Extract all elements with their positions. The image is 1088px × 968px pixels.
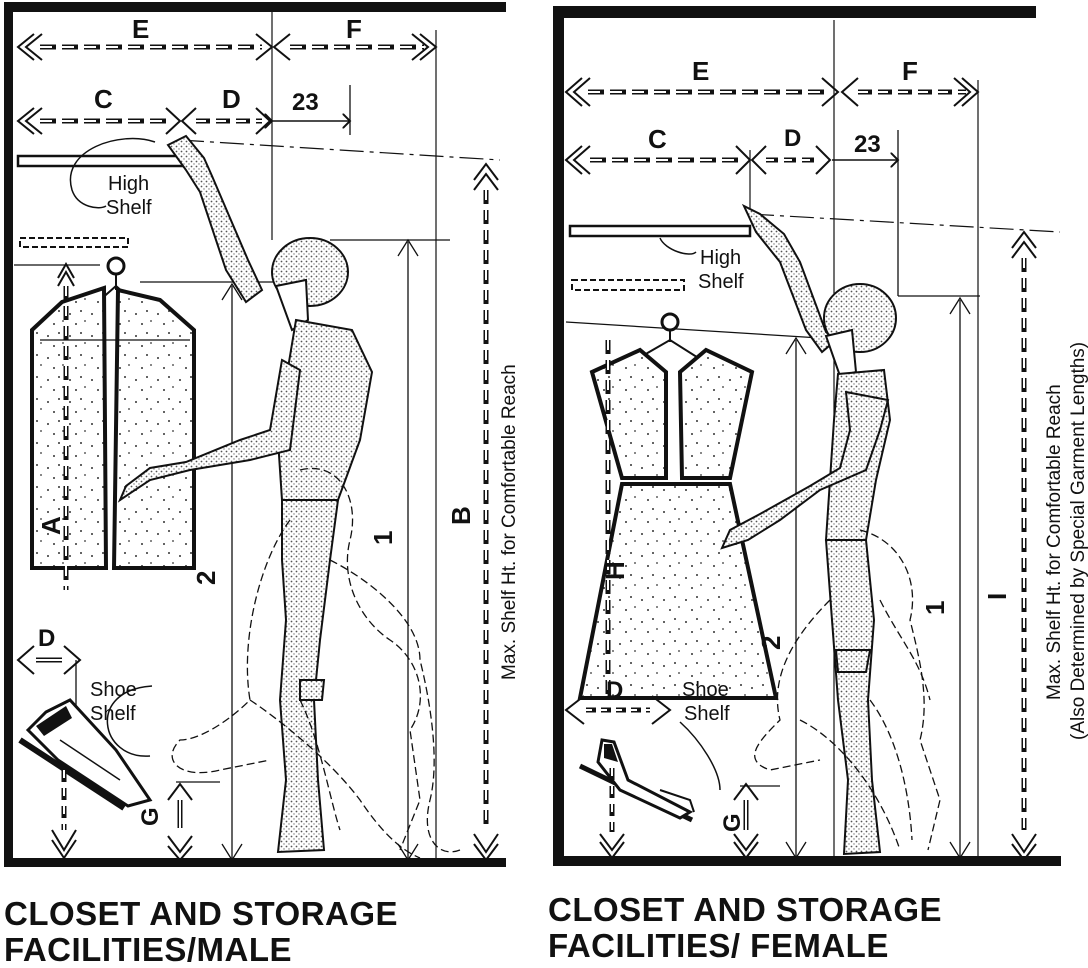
female-floor: [553, 856, 1061, 866]
male-standing-figure: [117, 134, 374, 854]
female-shoe-shelf-leader: [679, 721, 721, 791]
male-shoe-shelf-label-2: Shelf: [90, 703, 136, 725]
female-dim-C-D-23: [564, 130, 980, 297]
female-max-shelf-note-1: Max. Shelf Ht. for Comfortable Reach: [1044, 384, 1065, 700]
female-label-1: 1: [920, 601, 950, 615]
male-dim-1: [330, 238, 450, 862]
female-label-I: I: [982, 593, 1012, 600]
male-top-wall: [8, 2, 506, 12]
female-closet-panel: High Shelf H D: [553, 6, 1088, 866]
male-reference-lines: [14, 12, 501, 858]
male-caption-line-2: FACILITIES/MALE: [4, 931, 292, 968]
male-floor-arrows: [51, 770, 220, 862]
female-standing-figure: [720, 203, 897, 856]
female-shoe-shelf: [578, 738, 695, 823]
female-label-2: 2: [756, 636, 786, 650]
female-label-D-shoe: D: [606, 677, 623, 704]
male-label-2: 2: [191, 571, 221, 585]
female-label-H: H: [600, 561, 630, 580]
female-label-23: 23: [854, 131, 881, 158]
female-dim-1: [949, 296, 971, 860]
male-caption-line-1: CLOSET AND STORAGE: [4, 895, 399, 932]
female-high-shelf-leader: [659, 237, 697, 255]
male-label-D-shoe: D: [38, 625, 55, 652]
male-shoe-shelf-leader: [106, 685, 153, 757]
male-label-A: A: [36, 516, 66, 535]
male-dim-A: [57, 261, 75, 590]
female-left-wall: [553, 6, 564, 866]
female-high-shelf-label-2: Shelf: [698, 271, 744, 293]
male-label-23: 23: [292, 89, 319, 116]
male-closet-panel: High Shelf A D: [4, 2, 520, 867]
male-label-B: B: [446, 506, 476, 525]
male-label-E: E: [132, 14, 149, 44]
male-dim-B: [473, 162, 499, 862]
male-high-shelf-leader: [69, 137, 156, 209]
female-dim-E-F: [564, 77, 980, 107]
male-high-shelf-label-1: High: [108, 173, 149, 195]
male-label-D: D: [222, 84, 241, 114]
female-label-G: G: [719, 813, 746, 832]
male-shoe-shelf-label-1: Shoe: [90, 679, 137, 701]
female-crouching-ghost-figure: [754, 529, 941, 851]
female-top-wall: [554, 6, 1036, 18]
male-label-1: 1: [368, 531, 398, 545]
female-label-F: F: [902, 56, 918, 86]
male-high-shelf-label-2: Shelf: [106, 197, 152, 219]
female-label-C: C: [648, 124, 667, 154]
female-caption-line-1: CLOSET AND STORAGE: [548, 891, 943, 928]
male-left-wall: [4, 2, 13, 864]
male-label-G: G: [137, 807, 164, 826]
female-high-shelf: [568, 224, 752, 238]
male-shoe-shelf: [18, 698, 153, 811]
female-dim-2: [785, 336, 807, 860]
male-label-F: F: [346, 14, 362, 44]
female-shoe-shelf-label-1: Shoe: [682, 679, 729, 701]
female-high-shelf-label-1: High: [700, 247, 741, 269]
female-dashed-shelf: [571, 279, 685, 291]
female-caption: CLOSET AND STORAGE FACILITIES/ FEMALE: [548, 892, 942, 964]
female-shoe-shelf-label-2: Shelf: [684, 703, 730, 725]
female-dim-D-shoe: [564, 695, 672, 725]
female-max-shelf-note-2: (Also Determined by Special Garment Leng…: [1068, 342, 1088, 740]
male-caption: CLOSET AND STORAGE FACILITIES/MALE: [4, 896, 398, 968]
male-label-C: C: [94, 84, 113, 114]
female-caption-line-2: FACILITIES/ FEMALE: [548, 927, 889, 964]
male-dashed-shelf: [19, 237, 129, 248]
female-label-E: E: [692, 56, 709, 86]
female-dim-I: [1011, 230, 1037, 862]
male-crouching-ghost-figure: [171, 467, 461, 859]
female-hanging-dress: [577, 312, 779, 700]
male-dim-C-D-23: [16, 85, 350, 135]
male-max-shelf-note: Max. Shelf Ht. for Comfortable Reach: [499, 364, 520, 680]
male-floor: [4, 858, 506, 867]
male-hanging-suit: [30, 256, 196, 570]
female-floor-arrows: [599, 768, 780, 860]
female-label-D: D: [784, 125, 801, 152]
